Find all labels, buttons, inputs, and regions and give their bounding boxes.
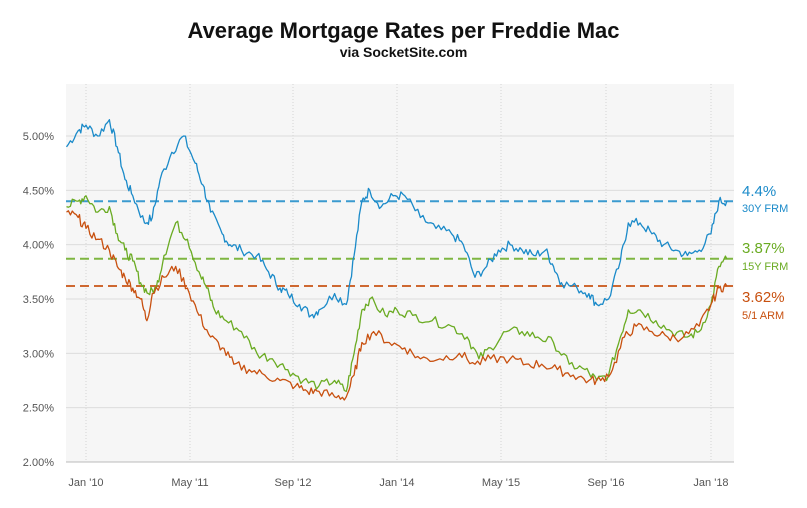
- y-tick-label: 3.00%: [23, 348, 54, 360]
- x-tick-label: Jan '18: [693, 477, 728, 489]
- x-tick-label: May '15: [482, 477, 520, 489]
- chart-title: Average Mortgage Rates per Freddie Mac: [187, 18, 620, 43]
- x-tick-label: Jan '14: [379, 477, 414, 489]
- series-lines: [65, 119, 728, 401]
- y-axis-ticks: 2.00% 2.50% 3.00% 3.50% 4.00% 4.50% 5.00%: [23, 131, 54, 469]
- y-tick-label: 2.00%: [23, 457, 54, 469]
- plot-background: [66, 84, 734, 462]
- series-name-label: 15Y FRM: [742, 261, 788, 273]
- series-line: [66, 195, 728, 393]
- x-tick-label: Jan '10: [68, 477, 103, 489]
- y-tick-label: 5.00%: [23, 131, 54, 143]
- series-end-labels: 4.4% 30Y FRM 3.87% 15Y FRM 3.62% 5/1 ARM: [742, 183, 788, 322]
- series-name-label: 5/1 ARM: [742, 310, 784, 322]
- series-current-value: 4.4%: [742, 183, 776, 200]
- x-tick-label: Sep '16: [588, 477, 625, 489]
- y-tick-label: 4.00%: [23, 240, 54, 252]
- y-tick-label: 4.50%: [23, 185, 54, 197]
- series-line: [66, 210, 728, 401]
- x-axis-ticks: Jan '10 May '11 Sep '12 Jan '14 May '15 Sep '…: [66, 461, 734, 489]
- series-line: [65, 119, 728, 319]
- series-current-value: 3.62%: [742, 289, 785, 306]
- series-current-value: 3.87%: [742, 240, 785, 257]
- vertical-gridlines: [85, 84, 712, 462]
- y-tick-label: 2.50%: [23, 403, 54, 415]
- y-tick-label: 3.50%: [23, 294, 54, 306]
- x-tick-label: May '11: [171, 477, 208, 489]
- x-tick-label: Sep '12: [275, 477, 312, 489]
- chart-subtitle: via SocketSite.com: [339, 44, 468, 60]
- series-name-label: 30Y FRM: [742, 203, 788, 215]
